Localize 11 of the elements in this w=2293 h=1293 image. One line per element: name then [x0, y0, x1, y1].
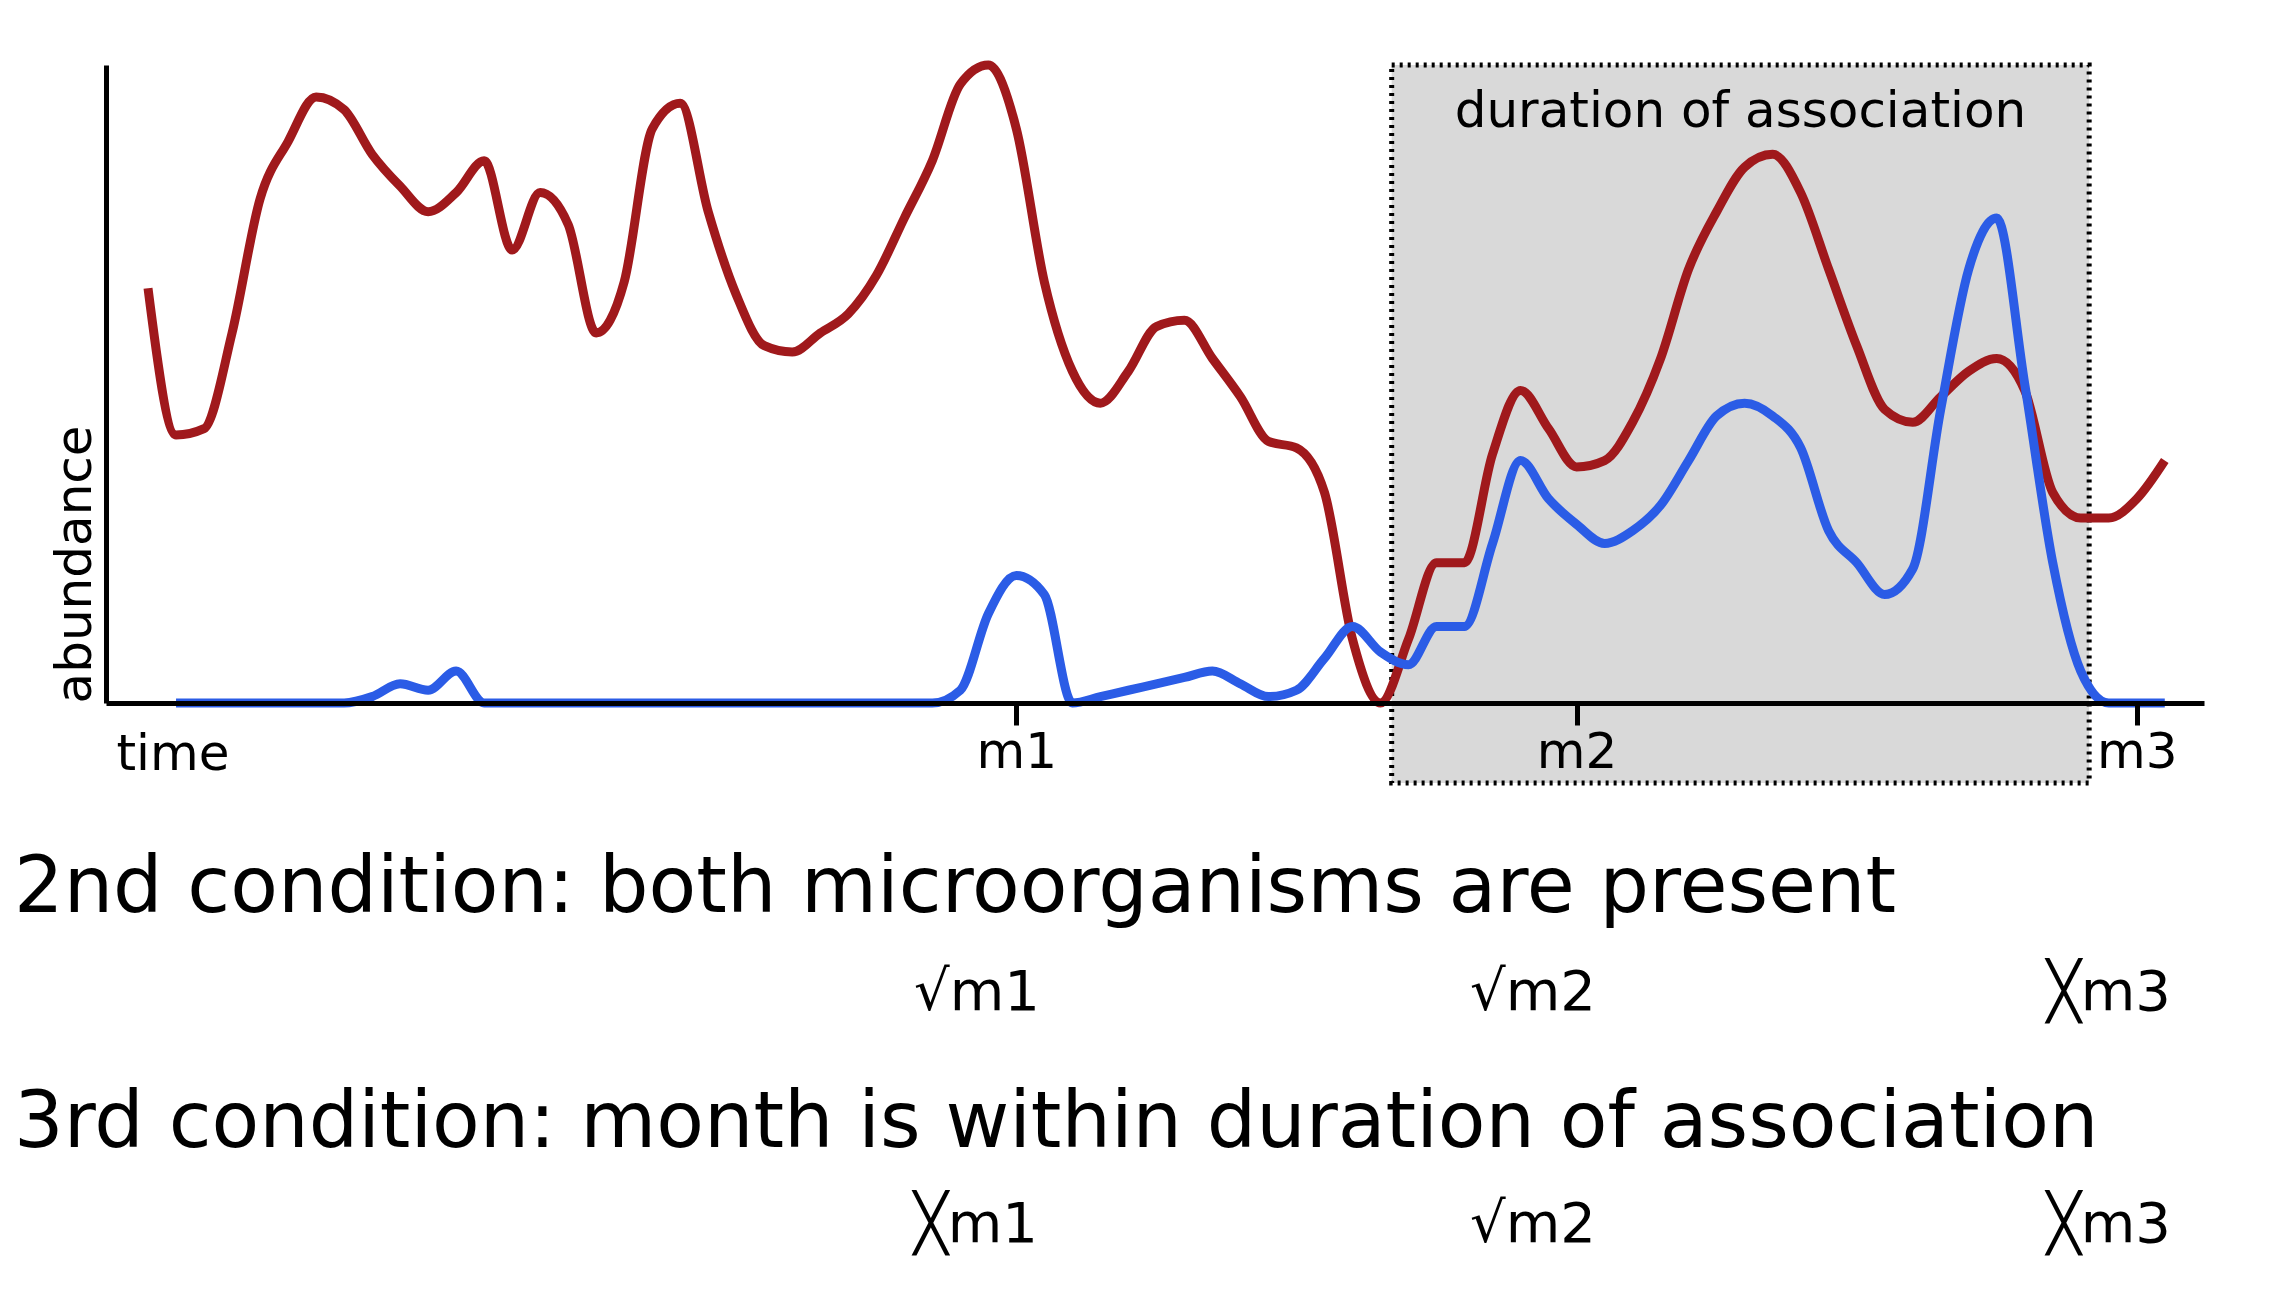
y-axis-title: abundance	[44, 425, 103, 704]
text: 2nd condition: both microorganisms are present	[14, 840, 1897, 930]
text: √m1	[914, 958, 1040, 1023]
annotation: duration of association	[1454, 81, 2027, 139]
x-axis-title: time	[116, 723, 230, 782]
x-tick-label: m3	[2097, 721, 2178, 780]
x-tick-label: m2	[1536, 721, 1618, 780]
text: √m2	[1470, 1190, 1596, 1255]
text: 3rd condition: month is within duration of association	[14, 1075, 2099, 1165]
text: √m2	[1470, 958, 1596, 1023]
x-tick-label: m1	[976, 721, 1058, 780]
